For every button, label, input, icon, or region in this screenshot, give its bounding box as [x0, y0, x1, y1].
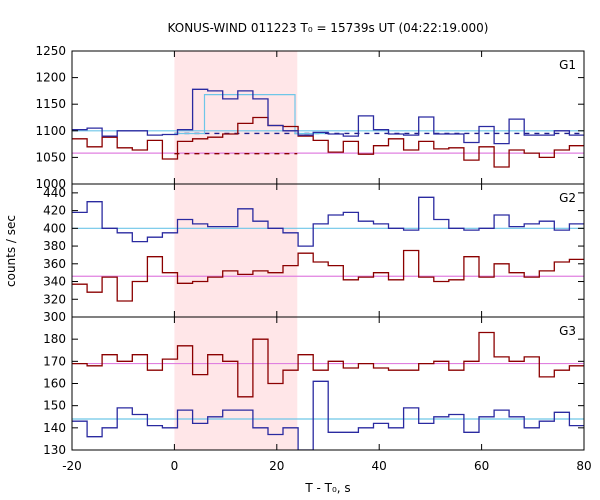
- x-tick-label: 20: [269, 459, 284, 473]
- y-tick-label: 160: [43, 377, 66, 391]
- series-g3-1: [72, 380, 584, 450]
- y-tick-label: 180: [43, 332, 66, 346]
- x-axis-title: T - T₀, s: [304, 481, 350, 495]
- y-tick-label: 340: [43, 275, 66, 289]
- panel-label-g1: G1: [559, 58, 576, 72]
- y-tick-label: 320: [43, 292, 66, 306]
- x-tick-label: 40: [372, 459, 387, 473]
- y-axis-title: counts / sec: [4, 215, 18, 287]
- y-tick-label: 420: [43, 204, 66, 218]
- panel-g2: 300 320 340 360 380 400 420 440 G2: [43, 183, 585, 324]
- x-tick-label: 80: [576, 459, 591, 473]
- y-tick-label: 140: [43, 421, 66, 435]
- y-tick-label: 1100: [35, 124, 66, 138]
- panel-label-g2: G2: [559, 191, 576, 205]
- x-tick-label: 60: [474, 459, 489, 473]
- y-tick-label: 170: [43, 354, 66, 368]
- y-tick-label: 440: [43, 186, 66, 200]
- y-tick-label: 380: [43, 239, 66, 253]
- x-tick-label: -20: [62, 459, 82, 473]
- panel-g1: 1000 1050 1100 1150 1200 1250 G1: [35, 44, 585, 191]
- y-tick-label: 400: [43, 221, 66, 235]
- panel-data-g3: [72, 331, 584, 450]
- y-tick-label: 1250: [35, 44, 66, 58]
- series-g2-0: [72, 249, 584, 302]
- y-tick-label: 1200: [35, 71, 66, 85]
- chart-title: KONUS-WIND 011223 T₀ = 15739s UT (04:22:…: [168, 21, 489, 35]
- panel-data-g1: [72, 88, 584, 168]
- y-tick-label: 360: [43, 257, 66, 271]
- y-tick-label: 300: [43, 310, 66, 324]
- y-tick-label: 1000: [35, 177, 66, 191]
- series-g1-1: [72, 88, 584, 145]
- series-g1-0: [72, 116, 584, 168]
- plot-area: 1000 1050 1100 1150 1200 1250 G1 300 320 340 360 38…: [35, 44, 591, 473]
- panel-label-g3: G3: [559, 324, 576, 338]
- series-g2-1: [72, 196, 584, 247]
- y-tick-label: 1050: [35, 150, 66, 164]
- panel-data-g2: [72, 196, 584, 302]
- y-tick-label: 130: [43, 443, 66, 457]
- series-g3-0: [72, 331, 584, 398]
- y-tick-label: 150: [43, 399, 66, 413]
- panel-g3: 130 140 150 160 170 180 G3: [43, 316, 585, 457]
- panel-frame-g1: [71, 50, 585, 185]
- y-tick-label: 1150: [35, 97, 66, 111]
- x-tick-label: 0: [171, 459, 179, 473]
- panel-frame-g2: [71, 183, 585, 318]
